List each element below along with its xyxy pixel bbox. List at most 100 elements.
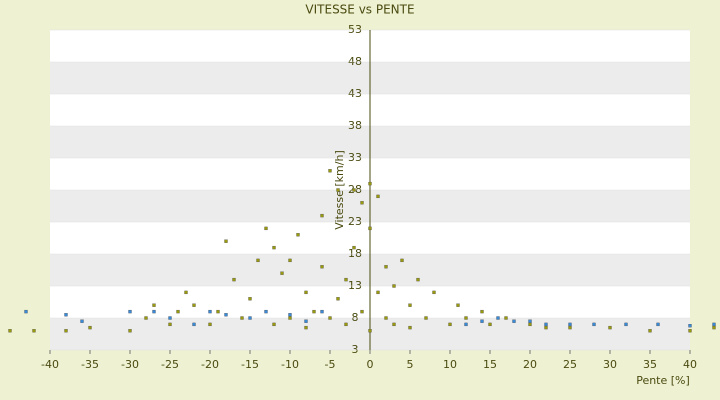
point — [408, 325, 412, 330]
point — [368, 226, 372, 231]
point — [216, 309, 220, 314]
point — [320, 265, 324, 269]
point — [688, 324, 692, 328]
x-tick-label: -20 — [201, 358, 219, 371]
x-tick-label: -5 — [325, 358, 336, 371]
point — [384, 316, 388, 320]
point — [272, 322, 276, 327]
y-tick-label: 33 — [348, 151, 362, 164]
point — [152, 303, 156, 307]
point — [384, 265, 388, 269]
point — [608, 325, 612, 330]
x-tick-label: -10 — [281, 358, 299, 371]
point — [88, 325, 92, 330]
point — [512, 319, 516, 323]
point — [168, 316, 172, 320]
point — [168, 322, 172, 327]
x-tick-label: 0 — [367, 358, 374, 371]
point — [152, 309, 156, 314]
point — [328, 169, 332, 173]
point — [480, 319, 484, 323]
point — [448, 322, 452, 327]
point — [320, 309, 324, 314]
x-tick-label: 30 — [603, 358, 617, 371]
point — [144, 316, 148, 320]
point — [336, 188, 340, 192]
point — [488, 322, 492, 327]
x-tick-label: -25 — [161, 358, 179, 371]
point — [128, 309, 132, 314]
x-tick-label: -35 — [81, 358, 99, 371]
point — [416, 277, 420, 282]
point — [304, 319, 308, 323]
point — [376, 194, 380, 199]
point — [64, 313, 68, 317]
point — [288, 258, 292, 263]
y-tick-label: 13 — [348, 279, 362, 292]
point — [712, 325, 716, 330]
point — [408, 303, 412, 307]
point — [344, 322, 348, 327]
point — [32, 329, 36, 333]
point — [352, 188, 356, 192]
point — [80, 319, 84, 323]
point — [192, 322, 196, 327]
point — [336, 297, 340, 301]
point — [528, 319, 532, 323]
point — [544, 322, 548, 327]
x-axis-label: Pente [%] — [636, 374, 690, 387]
y-tick-label: 38 — [348, 119, 362, 132]
point — [280, 271, 284, 275]
point — [360, 309, 364, 314]
point — [424, 316, 428, 320]
point — [400, 258, 404, 263]
point — [368, 329, 372, 333]
point — [352, 245, 356, 250]
y-tick-label: 53 — [348, 23, 362, 36]
point — [496, 316, 500, 320]
point — [208, 309, 212, 314]
point — [208, 322, 212, 327]
y-tick-label: 3 — [352, 343, 359, 356]
point — [392, 322, 396, 327]
point — [432, 290, 436, 295]
point — [464, 322, 468, 327]
point — [184, 290, 188, 295]
x-tick-label: 25 — [563, 358, 577, 371]
point — [128, 329, 132, 333]
point — [272, 245, 276, 250]
point — [360, 201, 364, 205]
point — [304, 325, 308, 330]
point — [392, 284, 396, 288]
point — [688, 329, 692, 333]
point — [304, 290, 308, 295]
point — [528, 322, 532, 327]
y-tick-label: 23 — [348, 215, 362, 228]
x-tick-label: 10 — [443, 358, 457, 371]
y-tick-label: 48 — [348, 55, 362, 68]
point — [656, 322, 660, 327]
point — [328, 316, 332, 320]
point — [288, 313, 292, 317]
chart-title: VITESSE vs PENTE — [305, 3, 414, 17]
point — [504, 316, 508, 320]
x-tick-label: 5 — [407, 358, 414, 371]
point — [256, 258, 260, 263]
point — [264, 309, 268, 314]
x-tick-label: 15 — [483, 358, 497, 371]
point — [368, 181, 372, 186]
point — [480, 309, 484, 314]
point — [568, 325, 572, 330]
point — [464, 316, 468, 320]
point — [320, 213, 324, 218]
point — [376, 290, 380, 295]
point — [624, 322, 628, 327]
point — [568, 322, 572, 327]
point — [712, 322, 716, 327]
x-tick-label: -15 — [241, 358, 259, 371]
y-tick-label: 43 — [348, 87, 362, 100]
point — [176, 309, 180, 314]
point — [248, 297, 252, 301]
point — [648, 329, 652, 333]
